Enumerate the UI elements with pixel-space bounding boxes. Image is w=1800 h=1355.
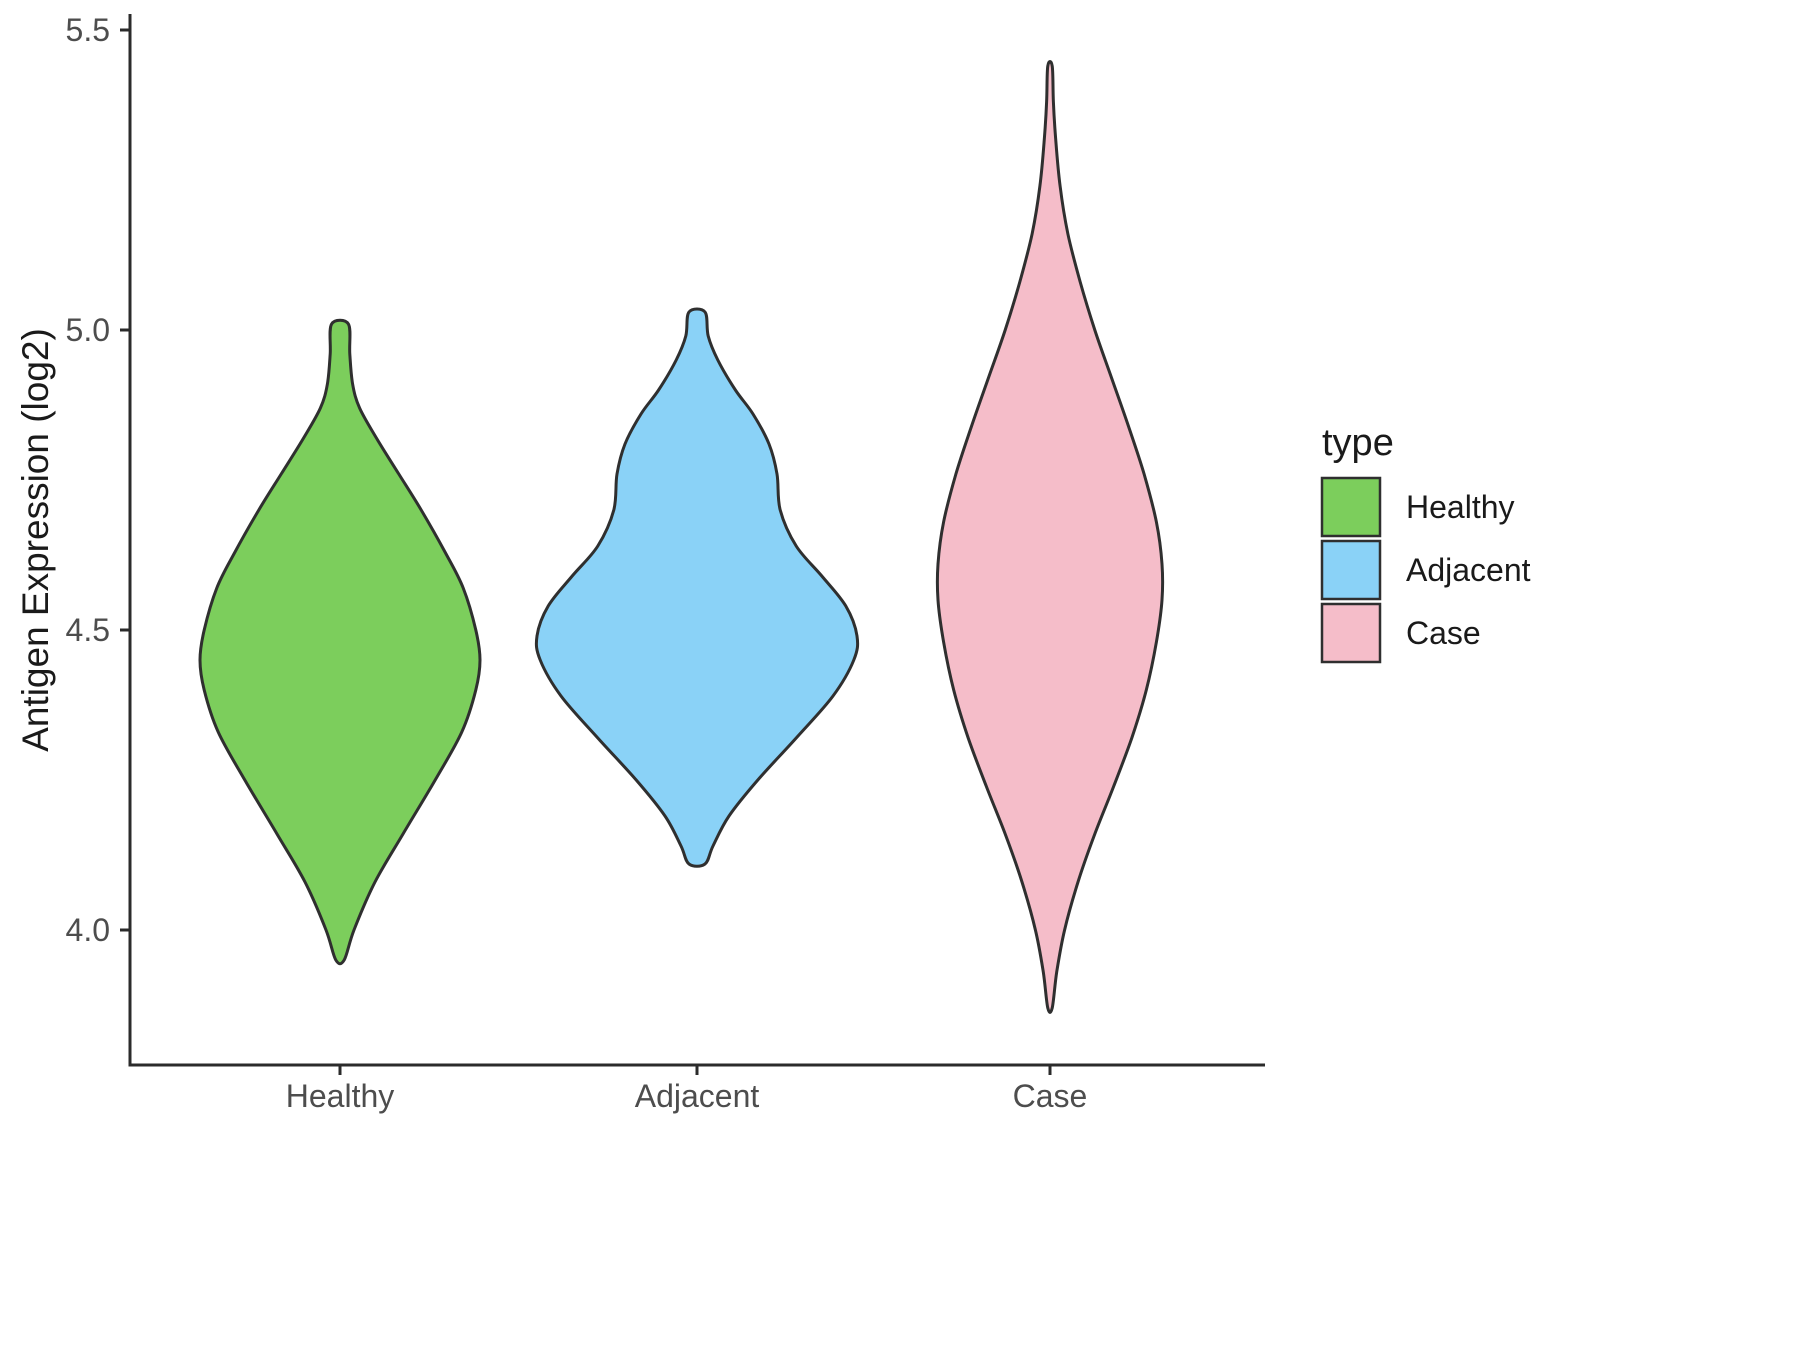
x-tick-label-adjacent: Adjacent: [635, 1078, 760, 1114]
violin-healthy: [198, 318, 482, 966]
x-tick-label-case: Case: [1013, 1078, 1088, 1114]
legend-label-adjacent: Adjacent: [1406, 552, 1531, 588]
legend-label-case: Case: [1406, 615, 1481, 651]
legend-swatch-adjacent: [1320, 539, 1382, 601]
y-tick-label: 5.0: [66, 312, 110, 348]
legend-label-healthy: Healthy: [1406, 489, 1515, 525]
y-tick-label: 5.5: [66, 12, 110, 48]
legend-entries: Healthy Adjacent Case: [1320, 476, 1531, 664]
violin-adjacent: [534, 307, 860, 868]
legend-swatch-case: [1320, 602, 1382, 664]
legend-swatch-healthy: [1320, 476, 1382, 538]
violin-case: [935, 60, 1165, 1014]
x-axis-ticks: Healthy Adjacent Case: [286, 1065, 1088, 1114]
y-tick-label: 4.0: [66, 912, 110, 948]
y-tick-label: 4.5: [66, 612, 110, 648]
legend: type Healthy Adjacent Case: [1320, 422, 1531, 664]
legend-title: type: [1322, 422, 1394, 464]
x-tick-label-healthy: Healthy: [286, 1078, 395, 1114]
y-axis-title: Antigen Expression (log2): [15, 328, 56, 752]
y-axis-ticks: 4.0 4.5 5.0 5.5: [66, 12, 130, 948]
violins-group: [198, 60, 1165, 1014]
